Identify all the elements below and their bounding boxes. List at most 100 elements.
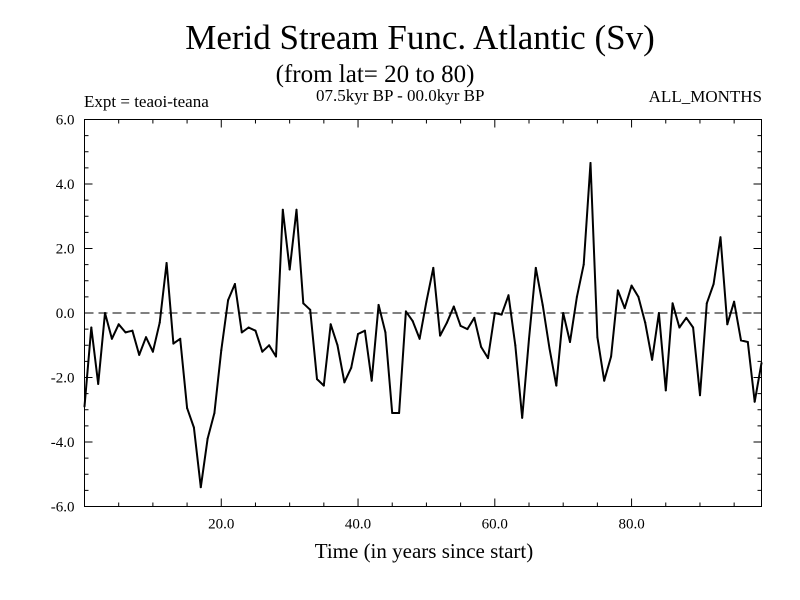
data-point [179, 337, 182, 340]
data-point [192, 426, 195, 429]
data-point [685, 316, 688, 319]
data-point [90, 326, 93, 329]
data-point [370, 379, 373, 382]
data-point [384, 331, 387, 334]
data-point [534, 266, 537, 269]
data-point [247, 326, 250, 329]
data-point [199, 486, 202, 489]
data-point [145, 336, 148, 339]
data-point [316, 378, 319, 381]
data-point [644, 321, 647, 324]
x-tick-label: 40.0 [345, 517, 371, 533]
data-point [377, 303, 380, 306]
y-tick-label: 0.0 [56, 306, 75, 322]
data-point [336, 344, 339, 347]
y-tick-label: 4.0 [56, 177, 75, 193]
data-point [630, 284, 633, 287]
data-point [261, 350, 264, 353]
data-point [104, 312, 107, 314]
data-point [124, 331, 127, 334]
data-point [466, 328, 469, 331]
data-point [514, 344, 517, 347]
data-point [281, 208, 284, 211]
data-point [582, 263, 585, 266]
data-point [712, 282, 715, 285]
data-point [110, 337, 113, 340]
data-point [664, 389, 667, 392]
data-point [288, 268, 291, 271]
data-point [671, 302, 674, 305]
data-point [459, 324, 462, 327]
data-point [117, 323, 120, 326]
data-point [439, 334, 442, 337]
data-point [220, 349, 223, 352]
data-point [637, 295, 640, 298]
data-point [678, 326, 681, 329]
x-axis-label: Time (in years since start) [314, 539, 534, 563]
x-tick-label: 80.0 [618, 517, 644, 533]
data-point [562, 312, 565, 314]
data-point [651, 358, 654, 361]
data-point [555, 384, 558, 387]
data-point [541, 303, 544, 306]
data-point [575, 295, 578, 298]
data-point [254, 329, 257, 332]
data-point [603, 379, 606, 382]
data-point [357, 332, 360, 335]
data-point [569, 341, 572, 344]
x-tick-label: 20.0 [208, 517, 234, 533]
data-point [719, 236, 722, 239]
y-tick-label: 6.0 [56, 113, 75, 129]
chart-subtitle: (from lat= 20 to 80) [275, 61, 475, 88]
data-point [83, 405, 86, 408]
data-point [268, 344, 271, 347]
data-point [240, 331, 243, 334]
y-tick-label: -4.0 [51, 435, 75, 451]
data-point [391, 411, 394, 414]
data-point [445, 321, 448, 324]
data-point [753, 400, 756, 403]
data-point [418, 337, 421, 340]
data-point [329, 323, 332, 326]
data-point [692, 326, 695, 329]
data-point [739, 339, 742, 342]
data-point [760, 361, 763, 364]
data-point [404, 310, 407, 313]
data-point [507, 294, 510, 297]
data-point [432, 266, 435, 269]
data-point [322, 384, 325, 387]
data-point [158, 321, 161, 324]
data-point [596, 336, 599, 339]
data-point [138, 353, 141, 356]
data-point [610, 355, 613, 358]
data-point [151, 350, 154, 353]
data-point [657, 312, 660, 314]
data-point [363, 329, 366, 332]
data-point [350, 366, 353, 369]
data-point [705, 302, 708, 305]
data-point [480, 345, 483, 348]
data-point [343, 381, 346, 384]
data-point [274, 355, 277, 358]
data-point [165, 262, 168, 265]
chart-title: Merid Stream Func. Atlantic (Sv) [185, 18, 655, 57]
data-point [698, 394, 701, 397]
months-label: ALL_MONTHS [648, 87, 762, 106]
data-point [521, 416, 524, 419]
y-tick-label: -2.0 [51, 371, 75, 387]
data-point [425, 300, 428, 303]
series-line [83, 162, 763, 489]
data-points [83, 162, 763, 489]
data-point [726, 323, 729, 326]
data-point [486, 357, 489, 360]
x-tick-label: 60.0 [482, 517, 508, 533]
period-label: 07.5kyr BP - 00.0kyr BP [316, 86, 485, 105]
data-point [452, 305, 455, 308]
data-point [131, 329, 134, 332]
data-point [616, 289, 619, 292]
experiment-label: Expt = teaoi-teana [84, 92, 209, 111]
data-point [213, 411, 216, 414]
data-point [746, 341, 749, 344]
data-point [493, 312, 496, 314]
